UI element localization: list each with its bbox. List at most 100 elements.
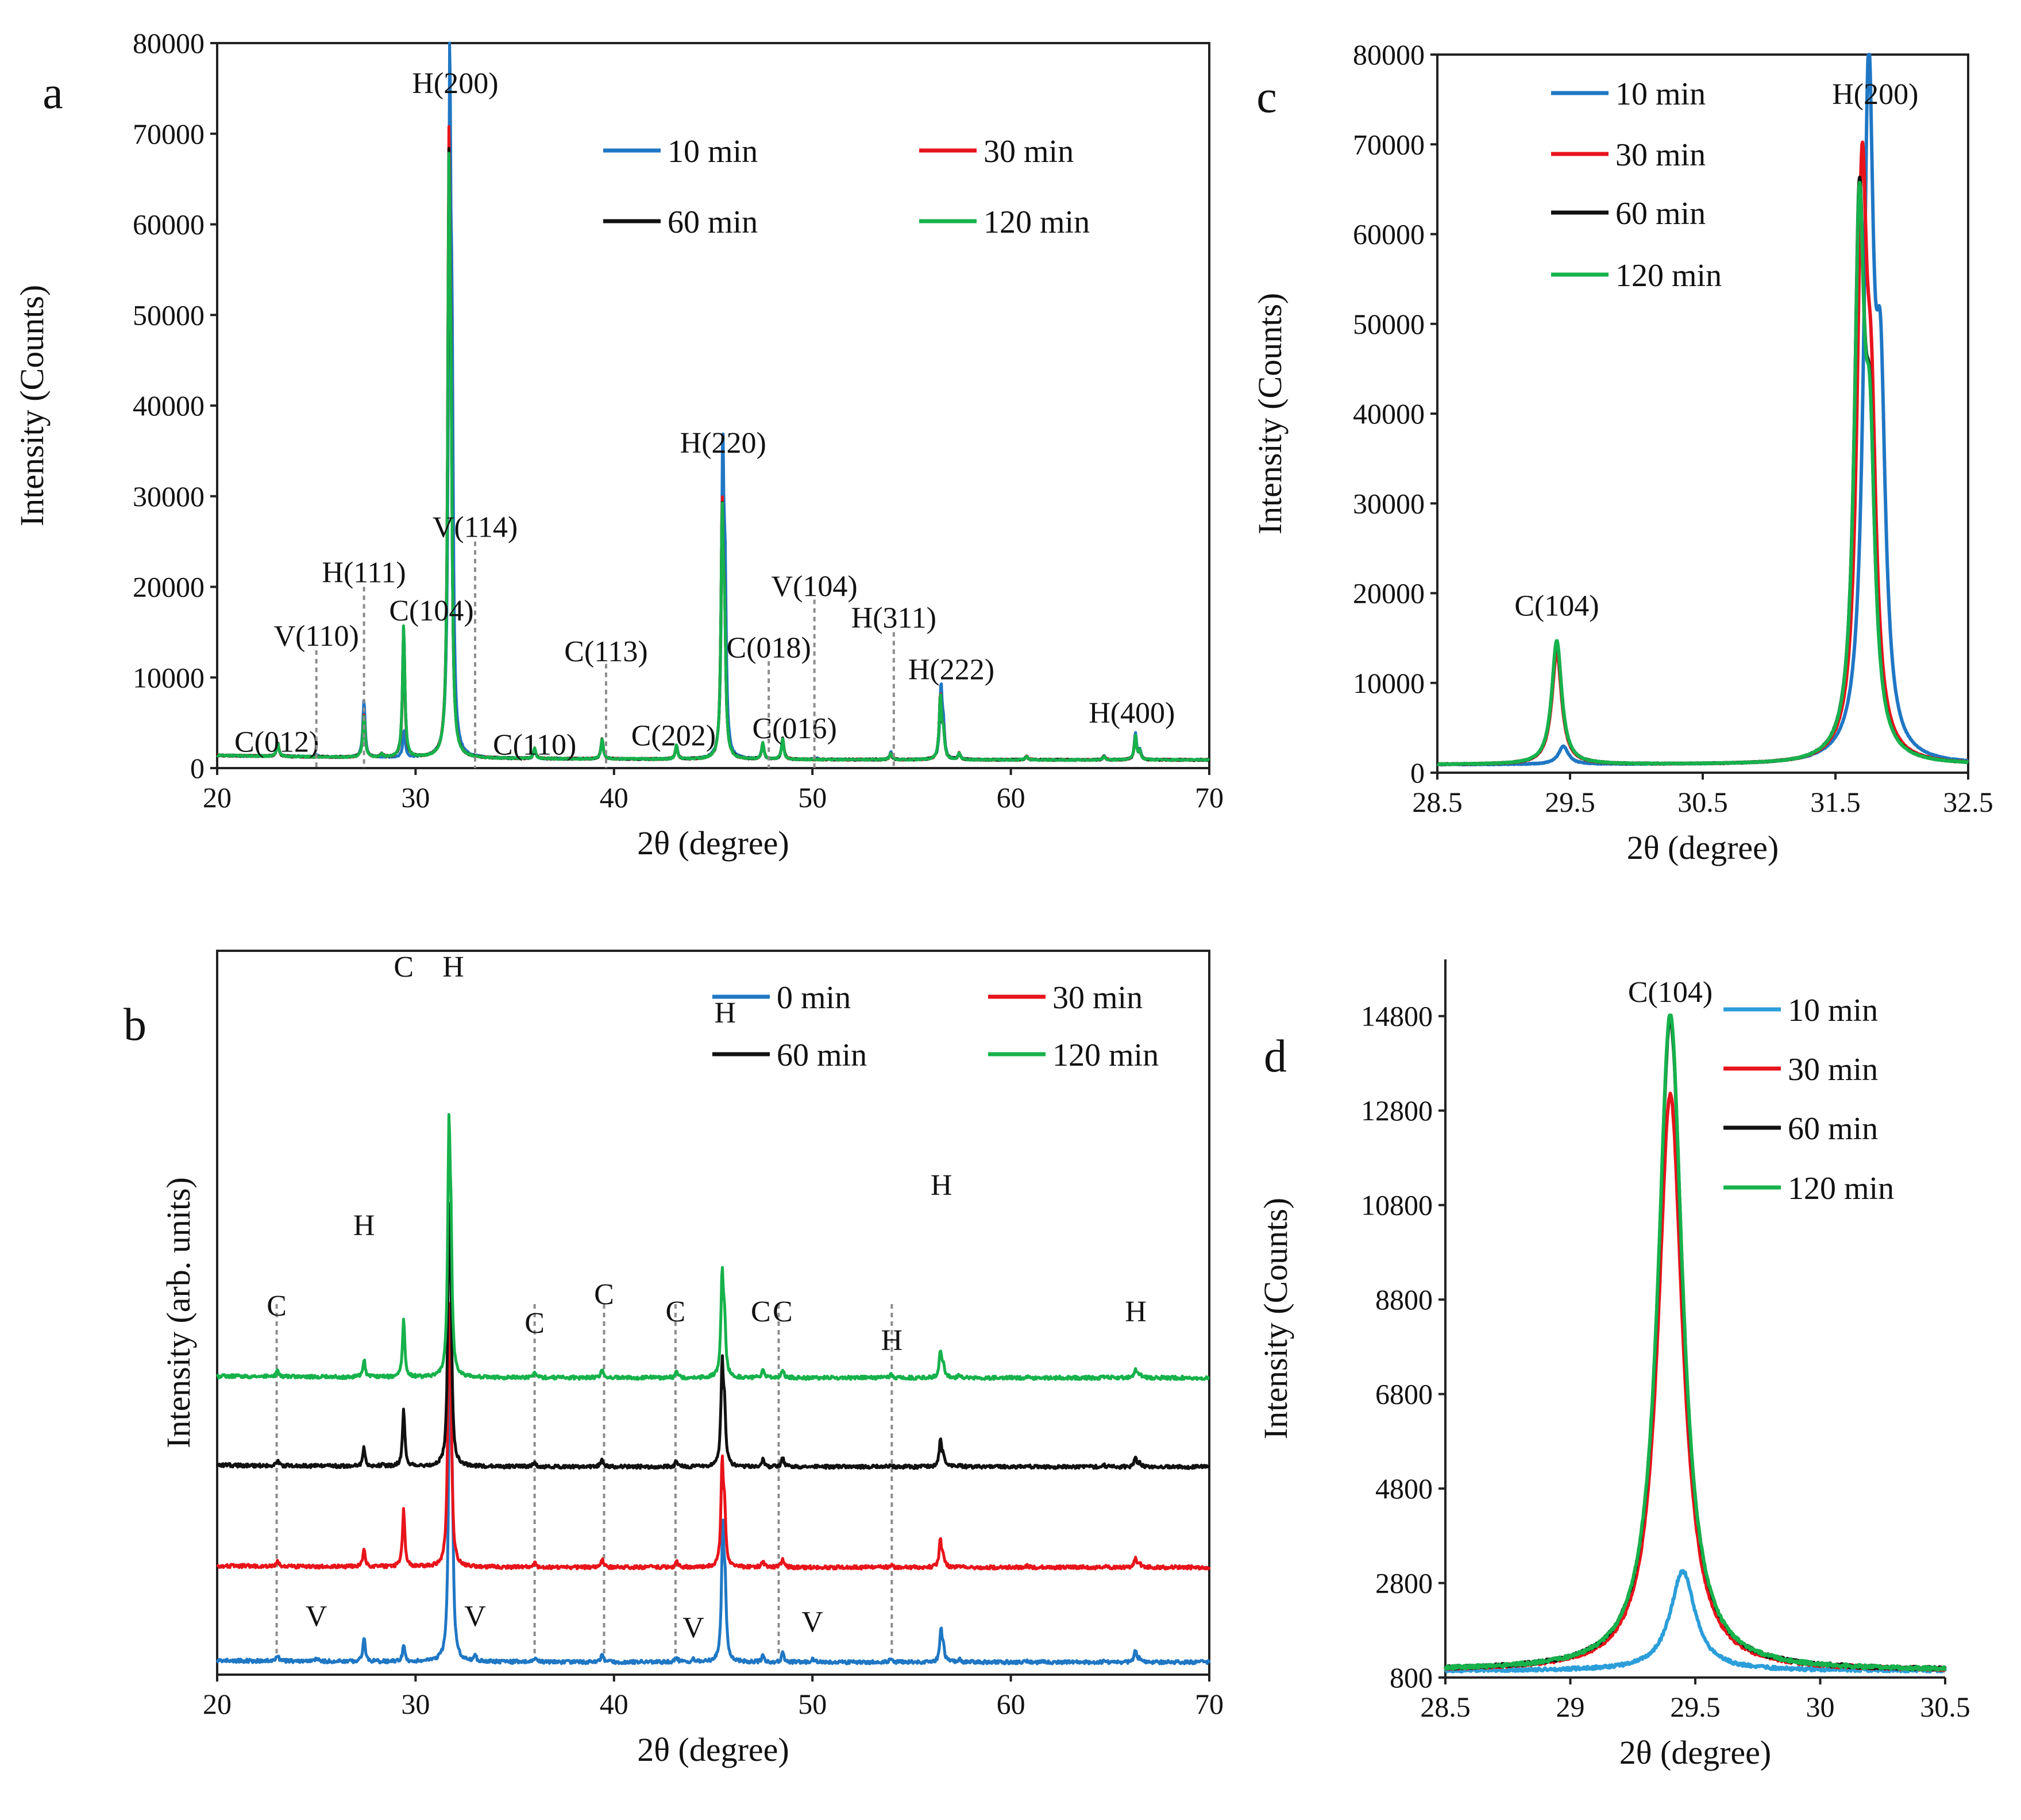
- panel-c-peak-label: H(200): [1832, 78, 1918, 111]
- panel-a-y-tick-label: 0: [190, 752, 205, 784]
- panel-b-legend-label: 60 min: [777, 1038, 867, 1073]
- panel-d-y-tick-label: 800: [1390, 1661, 1433, 1694]
- panel-a-peak-label: C(202): [631, 720, 716, 753]
- panel-c-legend-label: 60 min: [1615, 196, 1706, 232]
- panel-b-phase-label: V: [464, 1600, 486, 1633]
- panel-a-y-tick-label: 10000: [133, 661, 205, 693]
- panel-a-x-tick-label: 50: [798, 781, 827, 813]
- panel-d-y-tick-label: 14800: [1361, 1000, 1433, 1032]
- panel-d-peak-label: C(104): [1628, 976, 1713, 1009]
- panel-b-plot-frame: [216, 950, 1210, 1676]
- panel-d: 28.5 29 29.5 30 30.5 2θ (degree) 800 2800 4800 68…: [1257, 959, 1970, 1771]
- panel-b-x-axis-label: 2θ (degree): [637, 1731, 789, 1768]
- panel-b-x-tick-label: 30: [401, 1688, 430, 1720]
- panel-a-peak-label: C(016): [752, 712, 836, 745]
- panel-b: 20 30 40 50 60 70 2θ (degree) Intensity (arb. u…: [124, 950, 1224, 1768]
- panel-c-y-tick-label: 40000: [1353, 398, 1425, 430]
- panel-b-letter: b: [124, 1000, 146, 1050]
- panel-a-peak-label: H(200): [412, 67, 498, 100]
- panel-c-y-tick-label: 70000: [1353, 128, 1425, 160]
- panel-b-phase-label: H: [931, 1169, 952, 1202]
- panel-a-peak-label: H(222): [908, 653, 994, 686]
- panel-c-y-tick-label: 0: [1410, 757, 1425, 789]
- panel-a-y-tick-label: 50000: [133, 299, 205, 331]
- panel-d-letter: d: [1264, 1031, 1287, 1082]
- panel-a-x-tick-label: 60: [997, 781, 1025, 813]
- panel-c-legend-label: 120 min: [1615, 258, 1722, 294]
- panel-b-phase-label: H: [353, 1209, 375, 1242]
- panel-a-peak-label: C(012): [234, 726, 319, 759]
- panel-a-peak-label: H(220): [680, 427, 766, 460]
- panel-a-y-axis-label: Intensity (Counts): [13, 285, 51, 526]
- panel-a-series-4-line: [216, 152, 1210, 762]
- panel-d-x-tick-label: 29.5: [1670, 1691, 1721, 1723]
- panel-a: 20 30 40 50 60 70 2θ (degree) 0 10000 20000 30000 4…: [13, 27, 1224, 862]
- panel-a-peak-label: C(113): [564, 635, 647, 668]
- panel-d-x-tick-label: 29: [1556, 1691, 1585, 1723]
- panel-b-legend-label: 120 min: [1052, 1038, 1159, 1073]
- panel-b-phase-label: H: [881, 1324, 903, 1357]
- panel-d-legend-label: 120 min: [1788, 1171, 1894, 1206]
- panel-b-phase-label: C: [394, 951, 414, 984]
- panel-a-y-tick-label: 70000: [133, 118, 205, 150]
- panel-a-x-tick-label: 40: [600, 781, 628, 813]
- panel-a-legend-label: 60 min: [668, 205, 758, 240]
- panel-d-y-tick-label: 10800: [1361, 1189, 1433, 1221]
- panel-a-y-tick-label: 80000: [133, 27, 205, 59]
- panel-d-x-tick-label: 30.5: [1920, 1691, 1970, 1723]
- panel-b-x-tick-label: 40: [600, 1688, 628, 1720]
- panel-a-peak-label: H(311): [851, 601, 936, 634]
- panel-c-y-tick-label: 80000: [1353, 38, 1425, 71]
- panel-c-y-axis-label: Intensity (Counts): [1251, 293, 1289, 534]
- panel-b-x-tick-label: 20: [203, 1688, 232, 1720]
- panel-a-y-tick-label: 20000: [133, 571, 205, 603]
- panel-b-series-3-line: [215, 1202, 1210, 1470]
- panel-a-x-tick-label: 70: [1195, 781, 1224, 813]
- panel-a-x-tick-label: 30: [401, 781, 430, 813]
- panel-c-y-tick-label: 20000: [1353, 577, 1425, 610]
- panel-a-x-tick-label: 20: [203, 781, 232, 813]
- panel-b-series-2-line: [216, 1302, 1211, 1571]
- panel-c-x-axis-label: 2θ (degree): [1627, 829, 1779, 866]
- panel-d-y-tick-label: 12800: [1361, 1094, 1433, 1127]
- panel-a-letter: a: [43, 68, 63, 118]
- panel-c-letter: c: [1256, 72, 1277, 122]
- panel-b-phase-label: V: [682, 1611, 704, 1644]
- panel-b-series-1-line: [215, 1343, 1211, 1665]
- panel-d-y-tick-label: 2800: [1375, 1567, 1433, 1599]
- panel-a-x-axis-label: 2θ (degree): [637, 824, 789, 862]
- panel-d-series-4-line: [1444, 1013, 1947, 1672]
- panel-a-legend-label: 30 min: [983, 134, 1074, 169]
- panel-b-legend-label: 0 min: [777, 980, 851, 1016]
- panel-a-y-tick-label: 60000: [133, 209, 205, 241]
- panel-c-y-tick-label: 30000: [1353, 487, 1425, 519]
- panel-a-peak-label: V(104): [772, 570, 858, 603]
- panel-b-phase-label: H: [714, 997, 736, 1029]
- panel-c-peak-label: C(104): [1514, 590, 1599, 623]
- panel-d-legend-label: 30 min: [1788, 1052, 1878, 1088]
- panel-a-peak-label: C(018): [727, 632, 811, 665]
- panel-b-x-tick-label: 50: [798, 1688, 827, 1720]
- panel-b-legend-label: 30 min: [1052, 980, 1143, 1016]
- panel-a-peak-label: C(110): [493, 728, 576, 761]
- panel-c-x-tick-label: 28.5: [1412, 786, 1463, 818]
- panel-b-phase-label: C: [773, 1295, 793, 1328]
- panel-d-x-axis-label: 2θ (degree): [1619, 1734, 1771, 1771]
- panel-d-y-tick-label: 8800: [1375, 1283, 1433, 1316]
- panel-c-legend-label: 10 min: [1615, 76, 1706, 112]
- panel-b-phase-label: C: [524, 1307, 545, 1340]
- panel-a-y-tick-label: 30000: [133, 480, 205, 512]
- panel-a-y-tick-label: 40000: [133, 390, 205, 422]
- panel-b-phase-label: C: [594, 1278, 614, 1311]
- panel-d-legend-label: 60 min: [1788, 1111, 1878, 1147]
- panel-c-series-4-line: [1436, 180, 1969, 766]
- panel-a-peak-label: H(111): [322, 557, 406, 589]
- panel-c-x-tick-label: 30.5: [1677, 786, 1728, 818]
- panel-a-peak-label: V(110): [274, 620, 359, 653]
- panel-c-legend-label: 30 min: [1615, 137, 1706, 173]
- panel-d-legend-label: 10 min: [1788, 993, 1878, 1028]
- panel-d-y-tick-label: 4800: [1375, 1472, 1433, 1505]
- panel-c-y-tick-label: 50000: [1353, 308, 1425, 340]
- panel-b-y-axis-label: Intensity (arb. units): [160, 1177, 197, 1448]
